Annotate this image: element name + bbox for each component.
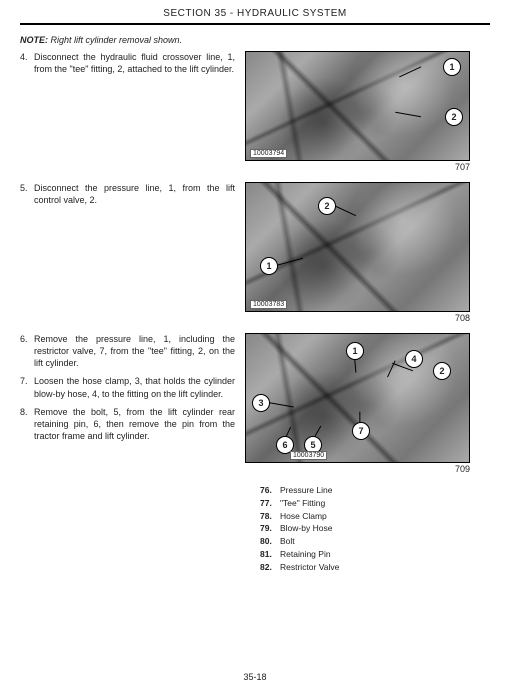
step-6-num: 6. bbox=[20, 333, 34, 369]
step-7-num: 7. bbox=[20, 375, 34, 399]
callout-7-f3: 7 bbox=[352, 422, 370, 440]
callout-2-f3: 2 bbox=[433, 362, 451, 380]
section-header: SECTION 35 - HYDRAULIC SYSTEM bbox=[20, 8, 490, 25]
legend-item-81: 81.Retaining Pin bbox=[260, 548, 490, 561]
callout-4-f3: 4 bbox=[405, 350, 423, 368]
step-5: 5. Disconnect the pressure line, 1, from… bbox=[20, 182, 235, 206]
step-8-num: 8. bbox=[20, 406, 34, 442]
step-5-text: Disconnect the pressure line, 1, from th… bbox=[34, 182, 235, 206]
step-8: 8. Remove the bolt, 5, from the lift cyl… bbox=[20, 406, 235, 442]
legend-item-77: 77."Tee" Fitting bbox=[260, 497, 490, 510]
figure-number-709: 709 bbox=[245, 464, 470, 474]
figure-number-707: 707 bbox=[245, 162, 470, 172]
legend-item-76: 76.Pressure Line bbox=[260, 484, 490, 497]
step-4: 4. Disconnect the hydraulic fluid crosso… bbox=[20, 51, 235, 75]
part-number-708: 10003783 bbox=[250, 300, 287, 309]
step-5-num: 5. bbox=[20, 182, 34, 206]
step-8-text: Remove the bolt, 5, from the lift cylind… bbox=[34, 406, 235, 442]
step-4-text: Disconnect the hydraulic fluid crossover… bbox=[34, 51, 235, 75]
legend-item-80: 80.Bolt bbox=[260, 535, 490, 548]
part-number-709: 10003790 bbox=[290, 451, 327, 460]
step-4-num: 4. bbox=[20, 51, 34, 75]
note-text: Right lift cylinder removal shown. bbox=[51, 35, 183, 45]
legend-item-79: 79.Blow-by Hose bbox=[260, 522, 490, 535]
callout-2-f2: 2 bbox=[318, 197, 336, 215]
row-step-5: 5. Disconnect the pressure line, 1, from… bbox=[20, 182, 490, 323]
figure-707: 1 2 10003794 bbox=[245, 51, 470, 161]
step-6-text: Remove the pressure line, 1, including t… bbox=[34, 333, 235, 369]
legend-item-82: 82.Restrictor Valve bbox=[260, 561, 490, 574]
legend: 76.Pressure Line 77."Tee" Fitting 78.Hos… bbox=[260, 484, 490, 573]
callout-3-f3: 3 bbox=[252, 394, 270, 412]
row-step-4: 4. Disconnect the hydraulic fluid crosso… bbox=[20, 51, 490, 172]
step-7: 7. Loosen the hose clamp, 3, that holds … bbox=[20, 375, 235, 399]
step-7-text: Loosen the hose clamp, 3, that holds the… bbox=[34, 375, 235, 399]
callout-1-f3: 1 bbox=[346, 342, 364, 360]
callout-2: 2 bbox=[445, 108, 463, 126]
figure-709: 1 2 3 4 5 6 7 10003790 bbox=[245, 333, 470, 463]
row-steps-6-8: 6. Remove the pressure line, 1, includin… bbox=[20, 333, 490, 474]
page-number: 35-18 bbox=[0, 672, 510, 682]
callout-1-f2: 1 bbox=[260, 257, 278, 275]
part-number-707: 10003794 bbox=[250, 149, 287, 158]
legend-item-78: 78.Hose Clamp bbox=[260, 510, 490, 523]
figure-708: 2 1 10003783 bbox=[245, 182, 470, 312]
figure-number-708: 708 bbox=[245, 313, 470, 323]
note-label: NOTE: bbox=[20, 35, 48, 45]
step-6: 6. Remove the pressure line, 1, includin… bbox=[20, 333, 235, 369]
callout-1: 1 bbox=[443, 58, 461, 76]
note: NOTE: Right lift cylinder removal shown. bbox=[20, 35, 490, 45]
